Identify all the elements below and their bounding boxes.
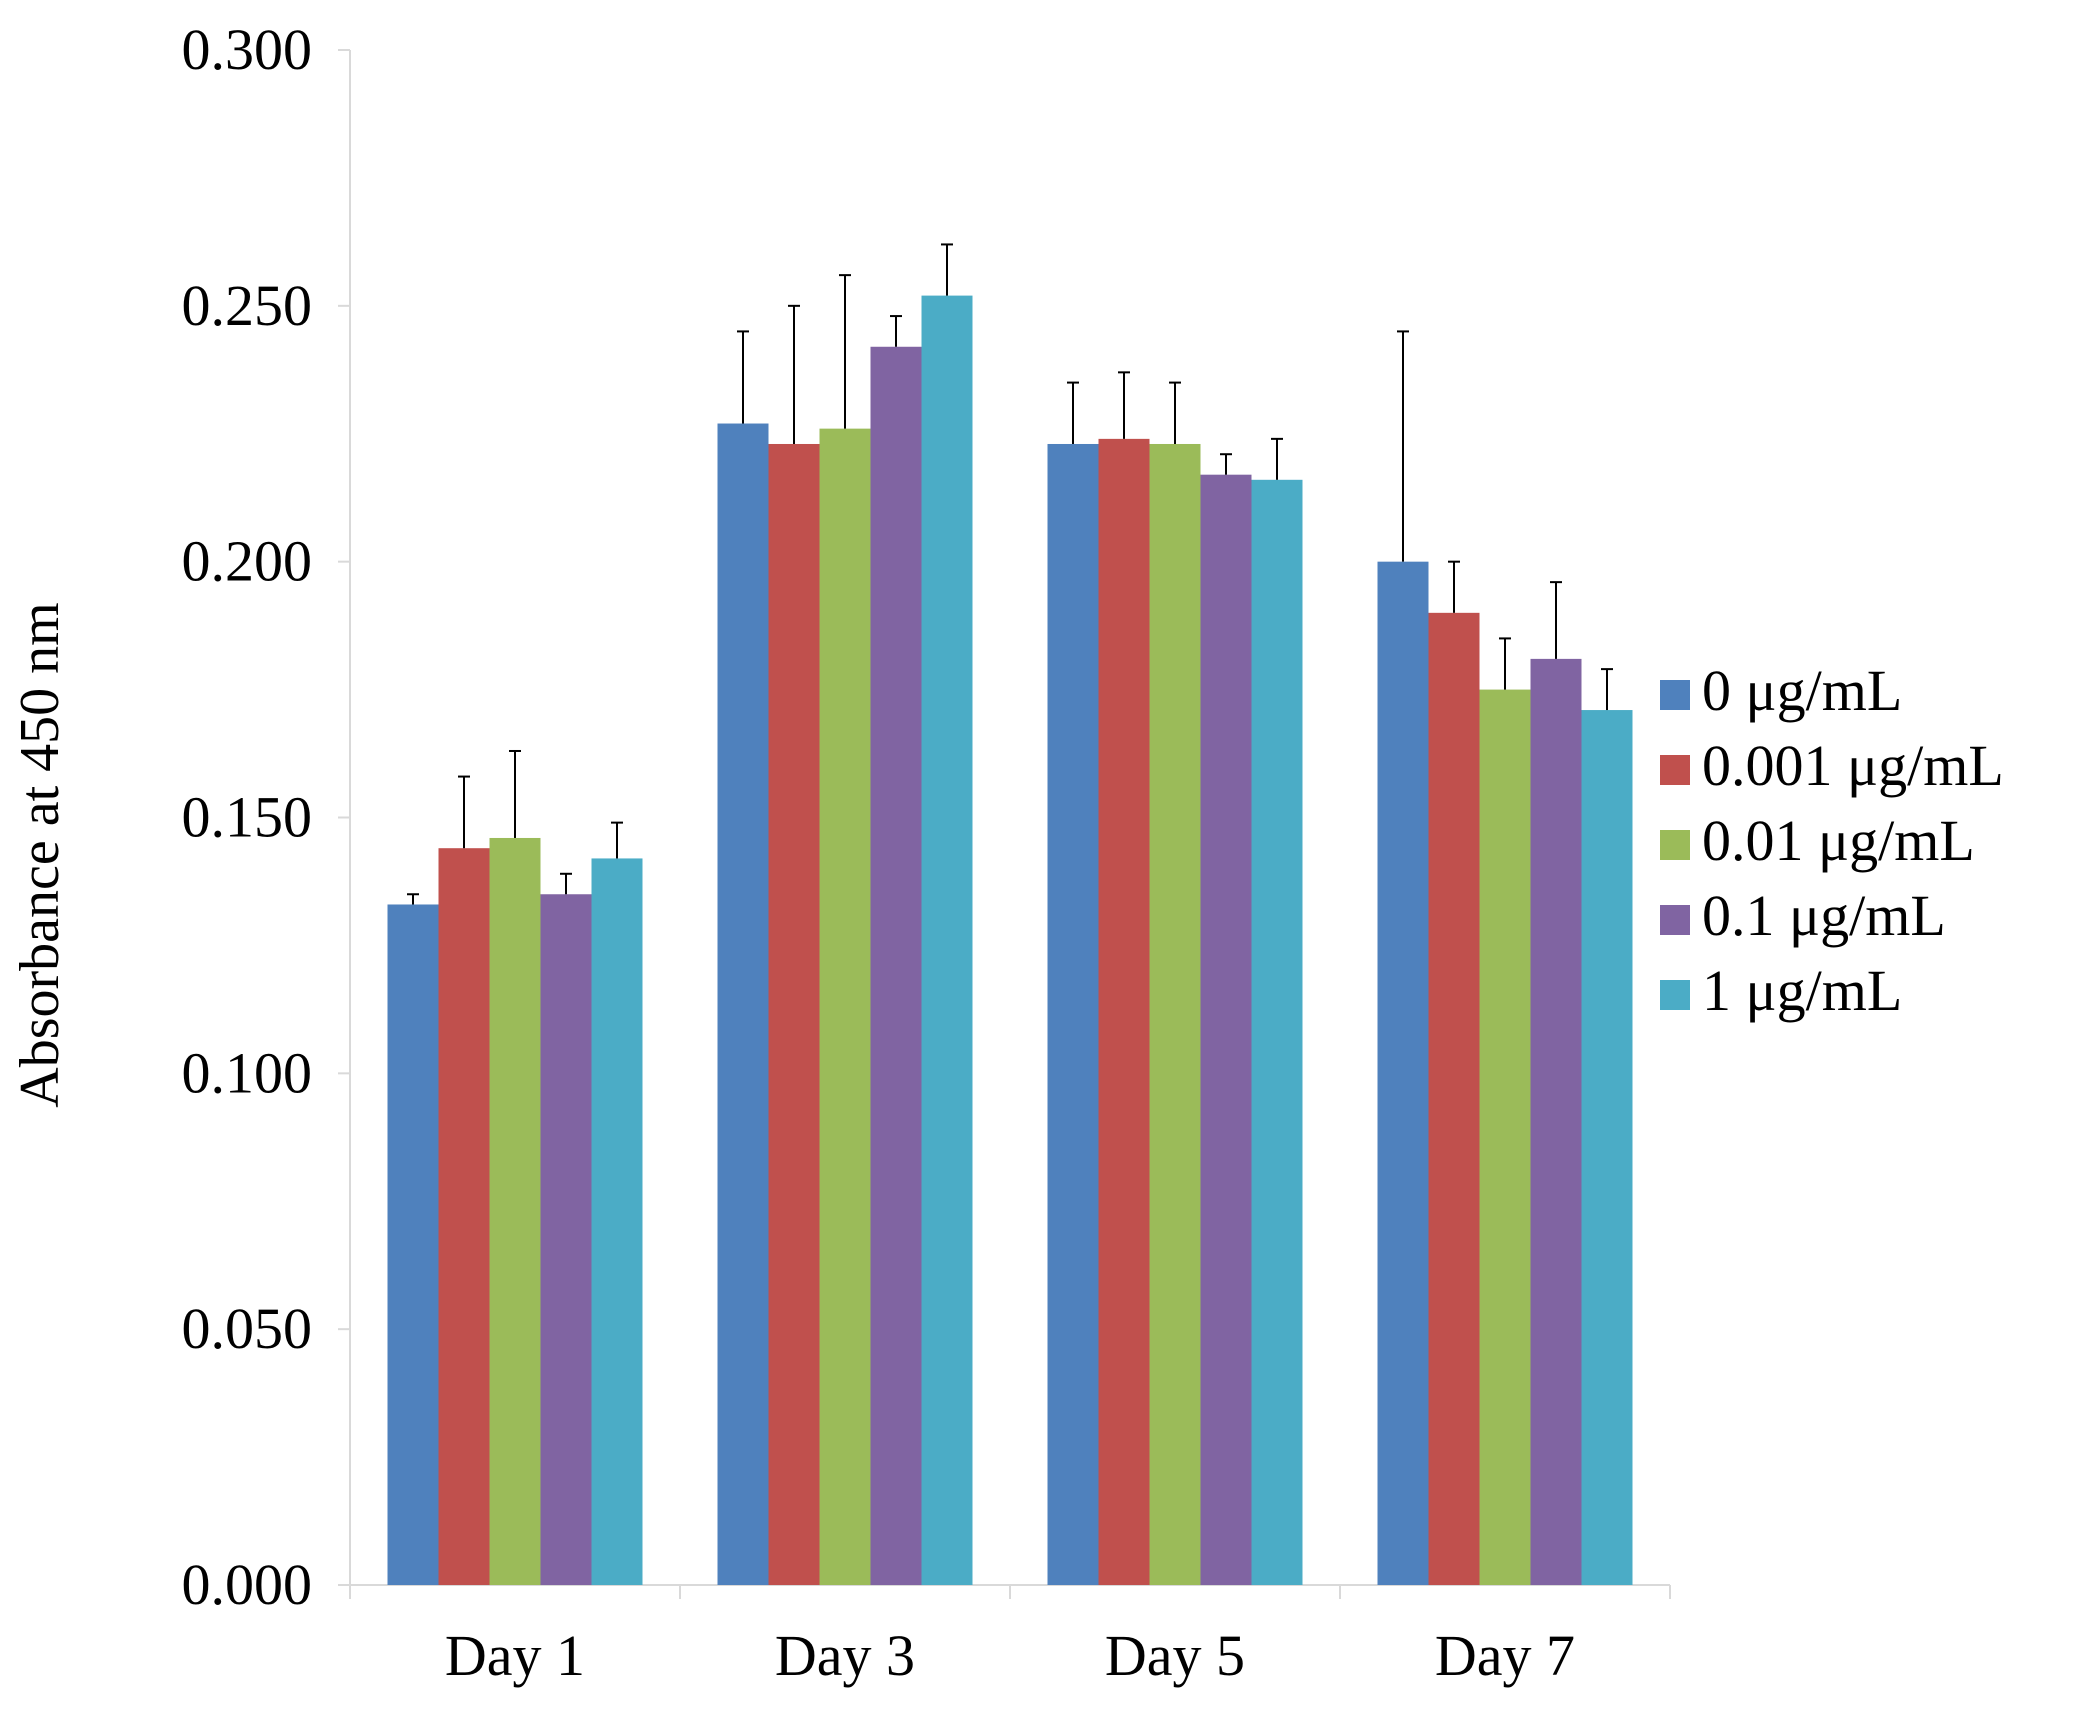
legend: 0 μg/mL 0.001 μg/mL 0.01 μg/mL 0.1 μg/mL 1 μ… <box>1660 658 2004 1023</box>
legend-item: 1 μg/mL <box>1660 958 1902 1023</box>
bar <box>591 858 643 1585</box>
bar <box>819 428 871 1586</box>
error-bar <box>1169 381 1181 444</box>
y-tick-label: 0.100 <box>182 1040 313 1105</box>
error-bar <box>458 775 470 849</box>
bar <box>1377 561 1429 1585</box>
error-bar <box>407 893 419 905</box>
error-bar <box>1601 668 1613 711</box>
bar <box>768 443 820 1585</box>
error-bar <box>1550 581 1562 659</box>
x-tick-label: Day 1 <box>445 1623 585 1688</box>
legend-label: 0.1 μg/mL <box>1702 883 1946 948</box>
error-bar <box>890 315 902 347</box>
error-bar <box>560 872 572 895</box>
error-bar <box>509 749 521 838</box>
legend-label: 0.001 μg/mL <box>1702 733 2004 798</box>
legend-item: 0.01 μg/mL <box>1660 808 1975 873</box>
x-tick-label: Day 3 <box>775 1623 915 1688</box>
legend-swatch <box>1660 980 1690 1010</box>
error-bar <box>1118 371 1130 439</box>
bars <box>387 295 1633 1586</box>
bar <box>387 904 439 1585</box>
y-tick-label: 0.050 <box>182 1296 313 1361</box>
legend-swatch <box>1660 680 1690 710</box>
bar <box>1098 438 1150 1585</box>
error-bar <box>611 821 623 859</box>
y-tick-label: 0.150 <box>182 785 313 850</box>
bar <box>438 848 490 1585</box>
y-tick-label: 0.300 <box>182 17 313 82</box>
bar <box>1479 689 1531 1585</box>
legend-swatch <box>1660 830 1690 860</box>
x-tick-label: Day 7 <box>1435 1623 1575 1688</box>
bar <box>1530 658 1582 1585</box>
legend-item: 0.1 μg/mL <box>1660 883 1946 948</box>
legend-swatch <box>1660 905 1690 935</box>
error-bar <box>788 304 800 444</box>
error-bar <box>737 330 749 424</box>
error-bar <box>1067 381 1079 444</box>
error-bars <box>407 243 1613 905</box>
bar <box>717 423 769 1586</box>
legend-label: 0.01 μg/mL <box>1702 808 1975 873</box>
error-bar <box>1499 637 1511 690</box>
error-bar <box>1220 453 1232 475</box>
error-bar <box>941 243 953 296</box>
tick-labels: 0.000 0.050 0.100 0.150 0.200 0.250 0.300 Day 1… <box>182 17 1576 1688</box>
bar <box>921 295 973 1586</box>
x-tick-label: Day 5 <box>1105 1623 1245 1688</box>
legend-label: 1 μg/mL <box>1702 958 1902 1023</box>
legend-item: 0 μg/mL <box>1660 658 1902 723</box>
bar <box>870 346 922 1586</box>
y-axis-title: Absorbance at 450 nm <box>9 602 71 1107</box>
error-bar <box>1397 330 1409 562</box>
bar <box>1581 710 1633 1585</box>
legend-swatch <box>1660 755 1690 785</box>
bar <box>1047 443 1099 1585</box>
bar <box>1251 479 1303 1585</box>
error-bar <box>1448 560 1460 613</box>
bar <box>540 894 592 1585</box>
legend-label: 0 μg/mL <box>1702 658 1902 723</box>
error-bar <box>1271 437 1283 480</box>
bar <box>489 837 541 1585</box>
bar <box>1428 612 1480 1585</box>
error-bar <box>839 274 851 429</box>
bar <box>1149 443 1201 1585</box>
legend-item: 0.001 μg/mL <box>1660 733 2004 798</box>
y-tick-label: 0.000 <box>182 1552 313 1617</box>
bar <box>1200 474 1252 1585</box>
y-tick-label: 0.250 <box>182 273 313 338</box>
y-tick-label: 0.200 <box>182 529 313 594</box>
